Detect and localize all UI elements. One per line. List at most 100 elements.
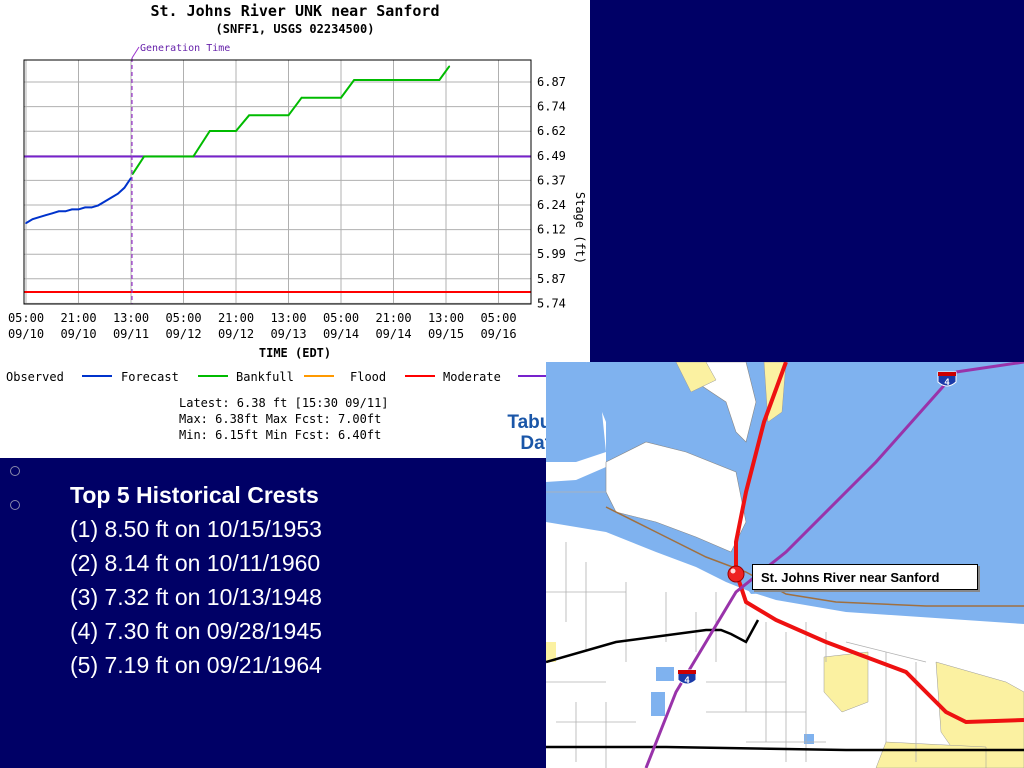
station-marker-highlight <box>730 568 736 574</box>
crests-title: Top 5 Historical Crests <box>70 482 319 508</box>
county-road <box>546 745 1024 752</box>
data-point-observed <box>71 208 73 211</box>
stats-line: Max: 6.38ft Max Fcst: 7.00ft <box>179 412 381 426</box>
legend-label: Observed <box>6 370 64 384</box>
data-point-observed <box>90 206 93 209</box>
data-point-observed <box>51 212 54 215</box>
historical-crests: Top 5 Historical Crests (1) 8.50 ft on 1… <box>70 478 322 682</box>
data-point-forecast <box>340 96 342 99</box>
interstate-shield-icon: 4 <box>937 371 957 387</box>
data-point-observed <box>110 196 113 199</box>
x-tick-time: 21:00 <box>375 311 411 325</box>
stats-line: Latest: 6.38 ft [15:30 09/11] <box>179 396 389 410</box>
data-point-observed <box>58 210 60 213</box>
x-tick-time: 13:00 <box>270 311 306 325</box>
chart-grid <box>24 60 531 304</box>
x-tick-time: 05:00 <box>323 311 359 325</box>
lake-water <box>546 362 606 462</box>
station-marker-icon[interactable] <box>727 565 745 583</box>
legend-label: Forecast <box>121 370 179 384</box>
location-map[interactable]: 4 4 St. Johns River near Sanford <box>546 362 1024 768</box>
crest-item: (3) 7.32 ft on 10/13/1948 <box>70 584 322 610</box>
bullet-marker <box>10 466 20 476</box>
x-tick-time: 05:00 <box>8 311 44 325</box>
data-point-forecast <box>300 96 303 99</box>
x-tick-date: 09/14 <box>323 327 359 341</box>
urban-area <box>935 661 1024 768</box>
data-point-observed <box>123 187 126 189</box>
x-tick-time: 13:00 <box>428 311 464 325</box>
plot-frame <box>23 59 532 305</box>
pond <box>656 667 674 681</box>
x-tick-date: 09/10 <box>8 327 44 341</box>
interstate-4 <box>955 362 1024 374</box>
data-point-forecast <box>235 130 237 132</box>
data-point-observed <box>25 222 27 224</box>
legend-label: Bankfull <box>236 370 294 384</box>
x-tick-date: 09/11 <box>113 327 149 341</box>
svg-text:4: 4 <box>684 675 689 685</box>
data-point-forecast <box>287 114 290 117</box>
hydrograph-svg: Generation Time 05:00 09/10 21:00 09/10 13:0… <box>6 2 587 442</box>
data-point-forecast <box>143 155 145 158</box>
data-point-forecast <box>209 130 211 132</box>
svg-text:4: 4 <box>944 377 949 387</box>
y-tick-labels: 6.87 6.74 6.62 6.49 6.37 6.24 6.12 5.99 5.87 5.74 <box>537 75 566 310</box>
x-tick-date: 09/16 <box>480 327 516 341</box>
y-tick-label: 5.87 <box>537 272 566 286</box>
data-point-observed <box>64 210 67 213</box>
data-point-forecast <box>392 79 395 81</box>
data-point-forecast <box>448 65 451 68</box>
crest-item: (2) 8.14 ft on 10/11/1960 <box>70 550 321 576</box>
y-tick-label: 6.62 <box>537 124 566 138</box>
y-tick-label: 6.87 <box>537 75 566 89</box>
x-tick-date: 09/13 <box>270 327 306 341</box>
data-point-forecast <box>438 79 441 81</box>
county-road <box>546 619 760 664</box>
data-point-observed <box>117 192 119 195</box>
hydrograph-panel: Generation Time 05:00 09/10 21:00 09/10 13:0… <box>0 0 590 458</box>
interstate-shield-icon: 4 <box>677 669 697 685</box>
data-point-forecast <box>192 155 195 158</box>
x-tick-labels: 05:00 09/10 21:00 09/10 13:00 09/11 05:00 09/12… <box>8 311 517 341</box>
legend-label: Flood <box>350 370 386 384</box>
us-highway <box>734 362 1024 725</box>
data-point-forecast <box>405 79 408 81</box>
data-point-observed <box>38 216 40 218</box>
y-tick-label: 5.99 <box>537 247 566 261</box>
y-tick-label: 5.74 <box>537 296 566 310</box>
data-point-observed <box>31 218 34 220</box>
lake-water <box>546 362 1024 624</box>
x-tick-time: 05:00 <box>165 311 201 325</box>
x-tick-time: 05:00 <box>480 311 516 325</box>
legend-label: Moderate <box>443 370 501 384</box>
data-point-observed <box>44 214 47 216</box>
island-land <box>605 441 747 553</box>
x-tick-date: 09/10 <box>60 327 96 341</box>
pond <box>651 692 665 716</box>
urban-area <box>546 642 556 662</box>
stats-block: Latest: 6.38 ft [15:30 09/11] Max: 6.38ft… <box>179 396 389 442</box>
y-tick-label: 6.37 <box>537 173 566 187</box>
bullet-marker <box>10 500 20 510</box>
data-point-forecast <box>149 155 152 158</box>
stats-line: Min: 6.15ft Min Fcst: 6.40ft <box>179 428 381 442</box>
data-point-observed <box>77 208 80 211</box>
x-tick-date: 09/14 <box>375 327 411 341</box>
y-axis-label: Stage (ft) <box>573 192 587 264</box>
threshold-lines <box>24 155 531 293</box>
x-tick-date: 09/12 <box>218 327 254 341</box>
y-tick-label: 6.49 <box>537 149 566 163</box>
y-tick-label: 6.74 <box>537 100 566 114</box>
data-point-observed <box>97 204 99 207</box>
station-label: St. Johns River near Sanford <box>752 564 978 590</box>
chart-subtitle: (SNFF1, USGS 02234500) <box>216 22 375 36</box>
generation-time-label: Generation Time <box>140 43 230 54</box>
x-tick-date: 09/12 <box>165 327 201 341</box>
urban-area <box>823 651 869 713</box>
data-point-forecast <box>353 79 355 81</box>
chart-title: St. Johns River UNK near Sanford <box>151 2 440 20</box>
crest-item: (1) 8.50 ft on 10/15/1953 <box>70 516 322 542</box>
y-tick-label: 6.24 <box>537 198 566 212</box>
urban-area <box>675 362 717 393</box>
